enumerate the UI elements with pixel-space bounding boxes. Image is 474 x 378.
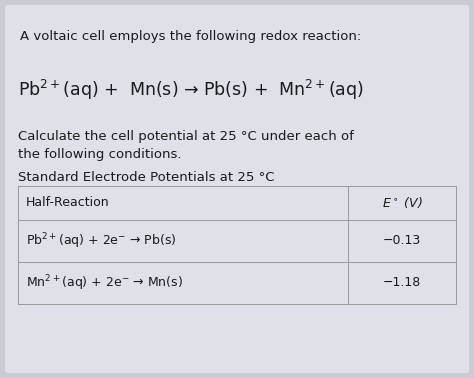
Text: Pb$^{2+}$(aq) + 2e$^{-}$ → Pb(s): Pb$^{2+}$(aq) + 2e$^{-}$ → Pb(s) [26,231,176,251]
Text: Pb$^{2+}$(aq) +  Mn(s) → Pb(s) +  Mn$^{2+}$(aq): Pb$^{2+}$(aq) + Mn(s) → Pb(s) + Mn$^{2+}… [18,78,364,102]
Text: Half-Reaction: Half-Reaction [26,197,109,209]
Text: the following conditions.: the following conditions. [18,148,182,161]
Text: $E^\circ$ (V): $E^\circ$ (V) [382,195,422,211]
Text: Calculate the cell potential at 25 °C under each of: Calculate the cell potential at 25 °C un… [18,130,354,143]
Text: −1.18: −1.18 [383,276,421,290]
FancyBboxPatch shape [5,5,469,373]
Text: −0.13: −0.13 [383,234,421,248]
Text: Standard Electrode Potentials at 25 °C: Standard Electrode Potentials at 25 °C [18,171,274,184]
Text: Mn$^{2+}$(aq) + 2e$^{-}$ → Mn(s): Mn$^{2+}$(aq) + 2e$^{-}$ → Mn(s) [26,273,183,293]
Text: A voltaic cell employs the following redox reaction:: A voltaic cell employs the following red… [20,30,361,43]
